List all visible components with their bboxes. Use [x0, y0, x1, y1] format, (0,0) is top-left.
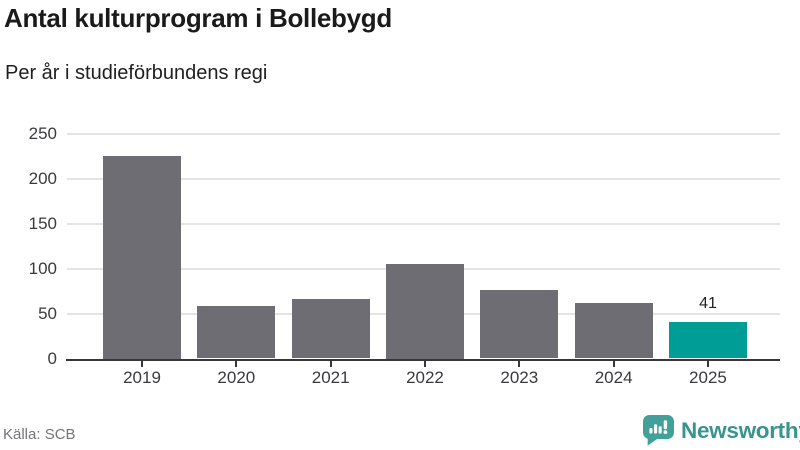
x-axis-label-2020: 2020 [217, 368, 256, 387]
y-axis-tick-label-0: 0 [47, 348, 57, 368]
newsworthy-speech-bubble-chart-icon [643, 415, 674, 446]
x-axis-label-2025: 2025 [689, 368, 727, 387]
newsworthy-logo[interactable]: Newsworthy [643, 414, 800, 446]
bar-2023 [480, 290, 559, 359]
x-axis-tick-2020 [235, 361, 238, 367]
gridline-250 [67, 132, 780, 135]
x-axis-line [66, 358, 780, 361]
x-axis-label-2024: 2024 [594, 368, 633, 387]
y-axis-tick-label-50: 50 [38, 303, 57, 323]
x-axis-tick-2022 [423, 361, 426, 367]
bar-2019 [103, 156, 181, 359]
x-axis-label-2023: 2023 [500, 368, 539, 387]
source-label: Källa: SCB [3, 426, 76, 443]
gridline-200 [67, 177, 780, 180]
x-axis-tick-2025 [706, 361, 709, 367]
x-axis-label-2021: 2021 [311, 368, 350, 387]
x-axis-label-2022: 2022 [406, 368, 444, 387]
y-axis-tick-label-250: 250 [28, 123, 57, 143]
newsworthy-wordmark: Newsworthy [681, 417, 800, 443]
gridline-150 [67, 222, 780, 225]
chart-title: Antal kulturprogram i Bollebygd [4, 3, 392, 33]
y-axis-tick-label-200: 200 [28, 168, 57, 188]
bar-2021 [291, 299, 370, 359]
bar-value-label-2025: 41 [699, 294, 717, 312]
bar-2024 [574, 302, 653, 359]
x-axis-tick-2023 [518, 361, 521, 367]
y-axis-tick-label-100: 100 [28, 258, 57, 278]
x-axis-tick-2021 [329, 361, 332, 367]
x-axis-tick-2019 [141, 361, 143, 367]
bar-2025 [668, 321, 747, 359]
x-axis-label-2019: 2019 [123, 368, 161, 387]
bar-2020 [197, 306, 276, 359]
bar-2022 [385, 264, 464, 359]
x-axis-tick-2024 [612, 361, 615, 367]
chart-subtitle: Per år i studieförbundens regi [5, 62, 268, 84]
y-axis-tick-label-150: 150 [28, 213, 57, 233]
